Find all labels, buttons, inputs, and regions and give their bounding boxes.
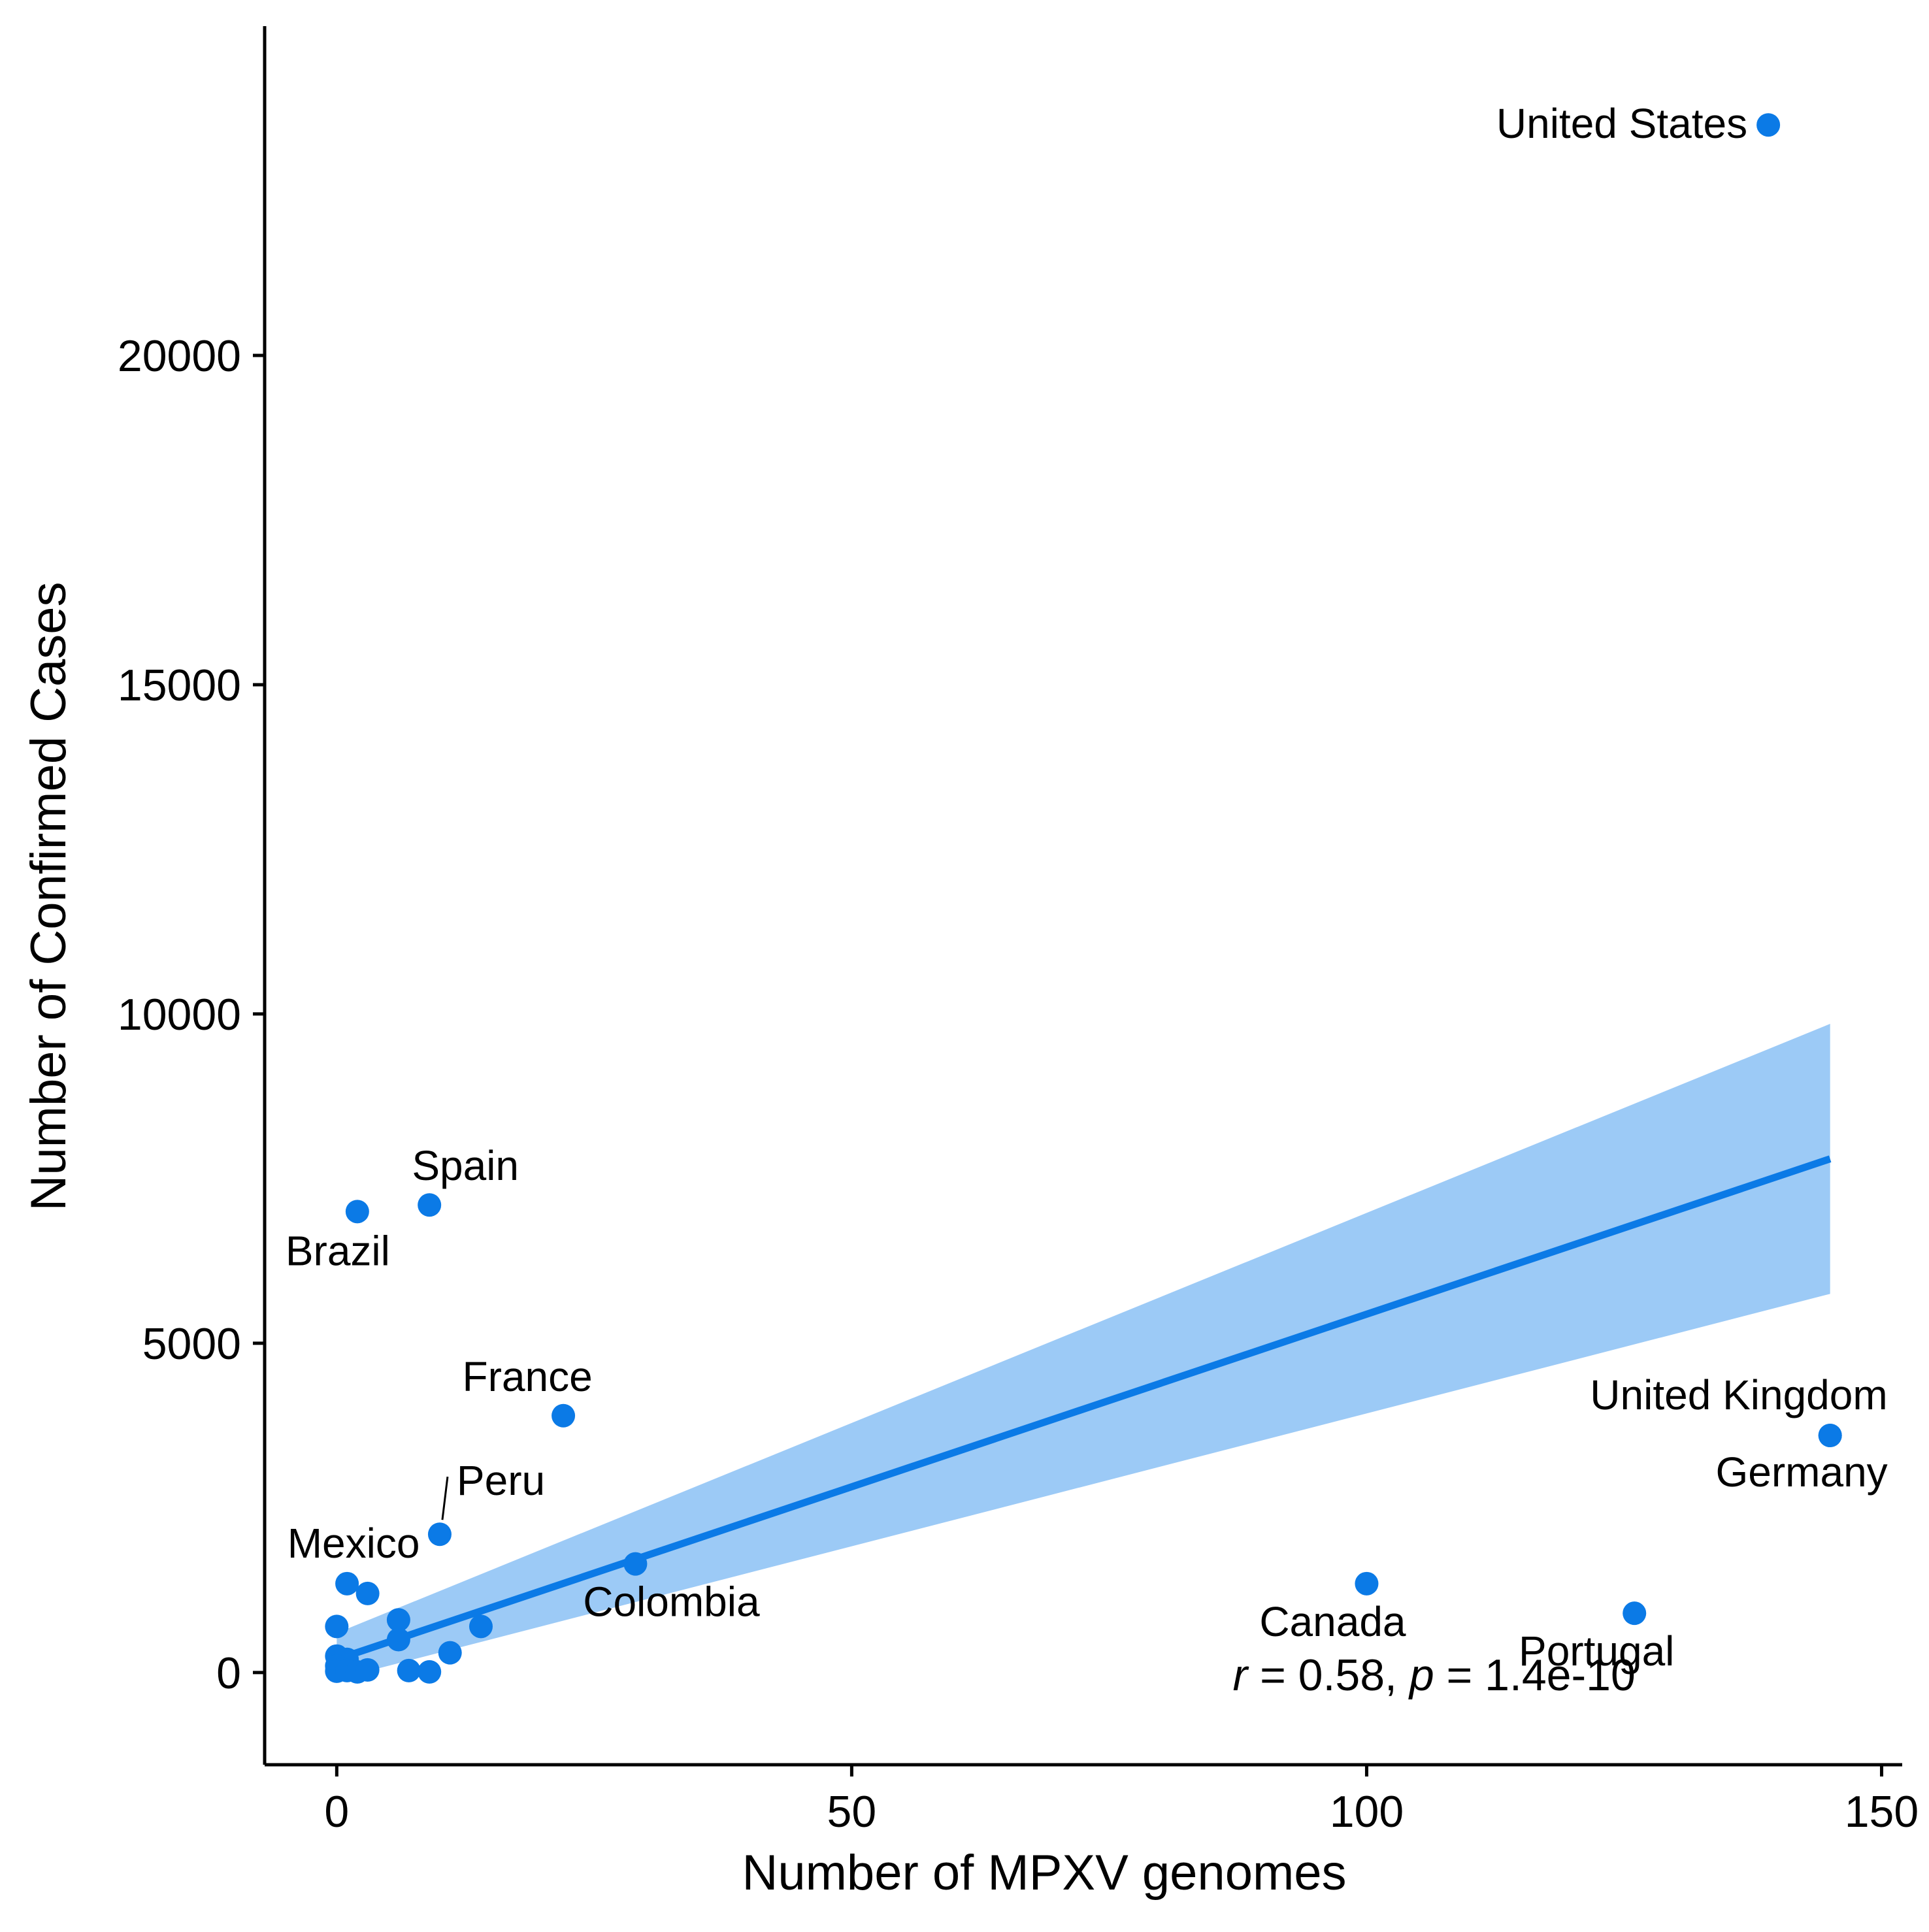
point-label-mexico: Mexico (288, 1520, 420, 1567)
data-point (355, 1581, 380, 1605)
point-label-spain: Spain (412, 1142, 519, 1189)
data-point (469, 1614, 493, 1639)
point-label-peru: Peru (457, 1457, 545, 1504)
x-tick-label: 100 (1330, 1787, 1404, 1837)
x-tick-label: 50 (827, 1787, 877, 1837)
x-axis-ticks: 0 50 100 150 (324, 1765, 1919, 1837)
axes-layer: 0 50 100 150 0 5000 10000 15000 20000 (118, 26, 1919, 1837)
point-label-brazil: Brazil (286, 1227, 390, 1274)
y-tick-label: 10000 (118, 990, 241, 1040)
data-point (325, 1614, 349, 1639)
y-axis-title: Number of Confirmed Cases (21, 581, 76, 1211)
point-label-colombia: Colombia (583, 1579, 760, 1626)
point-label-canada: Canada (1259, 1598, 1406, 1645)
regression-line (335, 1155, 1832, 1663)
confidence-band-layer (337, 1024, 1830, 1679)
data-point (438, 1641, 462, 1665)
data-point (345, 1200, 369, 1224)
point-label-portugal: Portugal (1519, 1628, 1674, 1675)
data-point (335, 1571, 359, 1596)
data-point (427, 1522, 452, 1547)
y-tick-label: 20000 (118, 331, 241, 381)
confidence-band (337, 1024, 1830, 1679)
y-tick-label: 5000 (142, 1319, 241, 1369)
peru-label-leader (441, 1477, 449, 1520)
y-tick-label: 15000 (118, 661, 241, 710)
data-point (1818, 1424, 1842, 1448)
p-symbol: p (1408, 1650, 1434, 1700)
data-point (552, 1403, 576, 1428)
data-point (1355, 1571, 1379, 1596)
y-axis-ticks: 0 5000 10000 15000 20000 (118, 331, 265, 1698)
p-value-text: = 1.4e-10 (1434, 1650, 1636, 1700)
data-point (623, 1552, 648, 1576)
point-label-united-kingdom: United Kingdom (1590, 1371, 1887, 1418)
data-point (418, 1660, 442, 1684)
correlation-annotation: r = 0.58, p = 1.4e-10 (1233, 1650, 1636, 1700)
data-point (386, 1628, 410, 1652)
fit-line-layer (335, 1155, 1832, 1663)
y-tick-label: 0 (216, 1648, 241, 1698)
x-axis-title: Number of MPXV genomes (742, 1845, 1346, 1901)
point-label-germany: Germany (1715, 1449, 1887, 1496)
data-point (1756, 113, 1781, 137)
x-tick-label: 0 (324, 1787, 349, 1837)
point-label-united-states: United States (1496, 100, 1747, 147)
data-points-layer (325, 113, 1842, 1684)
data-point (418, 1193, 442, 1217)
point-label-france: France (462, 1353, 592, 1400)
x-tick-label: 150 (1845, 1787, 1919, 1837)
data-point (355, 1658, 380, 1682)
r-symbol: r (1233, 1650, 1249, 1700)
data-point (397, 1658, 421, 1682)
r-value-text: = 0.58, (1247, 1650, 1410, 1700)
point-labels-layer: United States United Kingdom Germany Canada… (286, 100, 1888, 1675)
data-point (386, 1608, 410, 1632)
data-point (1623, 1601, 1647, 1626)
